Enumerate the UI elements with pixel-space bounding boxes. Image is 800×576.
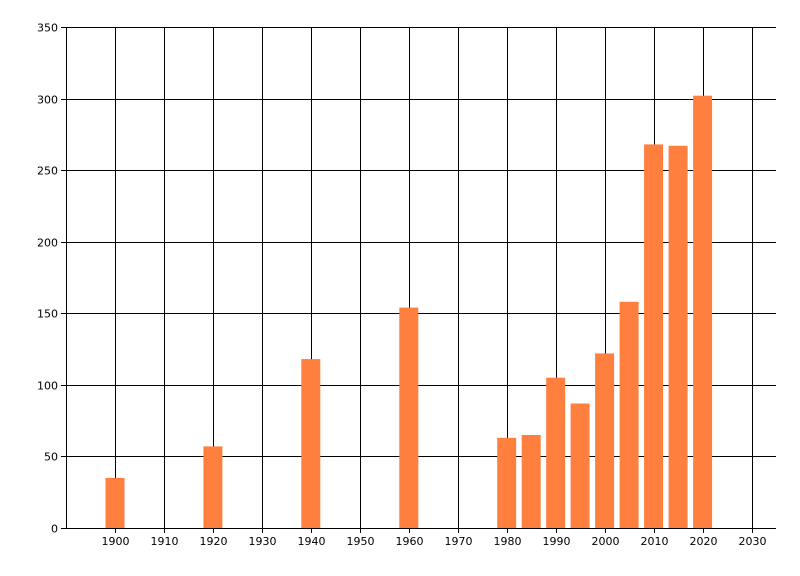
bar-2010: [644, 144, 664, 528]
x-tick-labels: 1900 1910 1920 1930 1940 1950 1960 1970 1980 1990…: [102, 535, 767, 548]
x-tick-label: 1980: [494, 535, 522, 548]
y-tick-label: 50: [44, 451, 58, 464]
bar-1990: [546, 377, 566, 528]
bar-1980: [497, 437, 517, 528]
x-tick-label: 1910: [151, 535, 179, 548]
y-tick-label: 250: [37, 165, 58, 178]
bar-2000: [595, 353, 615, 528]
y-tick-label: 0: [51, 523, 58, 536]
y-tick-labels: 0 50 100 150 200 250 300 350: [37, 22, 58, 536]
x-tick-label: 1920: [200, 535, 228, 548]
x-tick-label: 1930: [249, 535, 277, 548]
bar-1920: [203, 446, 223, 528]
y-tick-label: 300: [37, 94, 58, 107]
bar-2005: [619, 301, 639, 528]
bar-1960: [399, 307, 419, 528]
bar-1985: [521, 435, 541, 528]
x-tick-label: 1970: [445, 535, 473, 548]
bar-2020: [693, 95, 713, 528]
axes: [61, 27, 776, 533]
y-tick-label: 150: [37, 308, 58, 321]
x-tick-label: 2020: [690, 535, 718, 548]
x-tick-label: 2000: [592, 535, 620, 548]
bars: [105, 95, 713, 529]
x-tick-label: 2030: [739, 535, 767, 548]
bar-1900: [105, 477, 125, 528]
bar-1940: [301, 359, 321, 528]
x-tick-label: 1940: [298, 535, 326, 548]
x-tick-label: 1960: [396, 535, 424, 548]
y-tick-label: 100: [37, 380, 58, 393]
y-tick-label: 350: [37, 22, 58, 35]
x-tick-label: 1900: [102, 535, 130, 548]
x-tick-label: 2010: [641, 535, 669, 548]
x-tick-label: 1990: [543, 535, 571, 548]
bar-2015: [668, 145, 688, 529]
bar-1995: [570, 403, 590, 528]
x-tick-label: 1950: [347, 535, 375, 548]
y-tick-label: 200: [37, 237, 58, 250]
